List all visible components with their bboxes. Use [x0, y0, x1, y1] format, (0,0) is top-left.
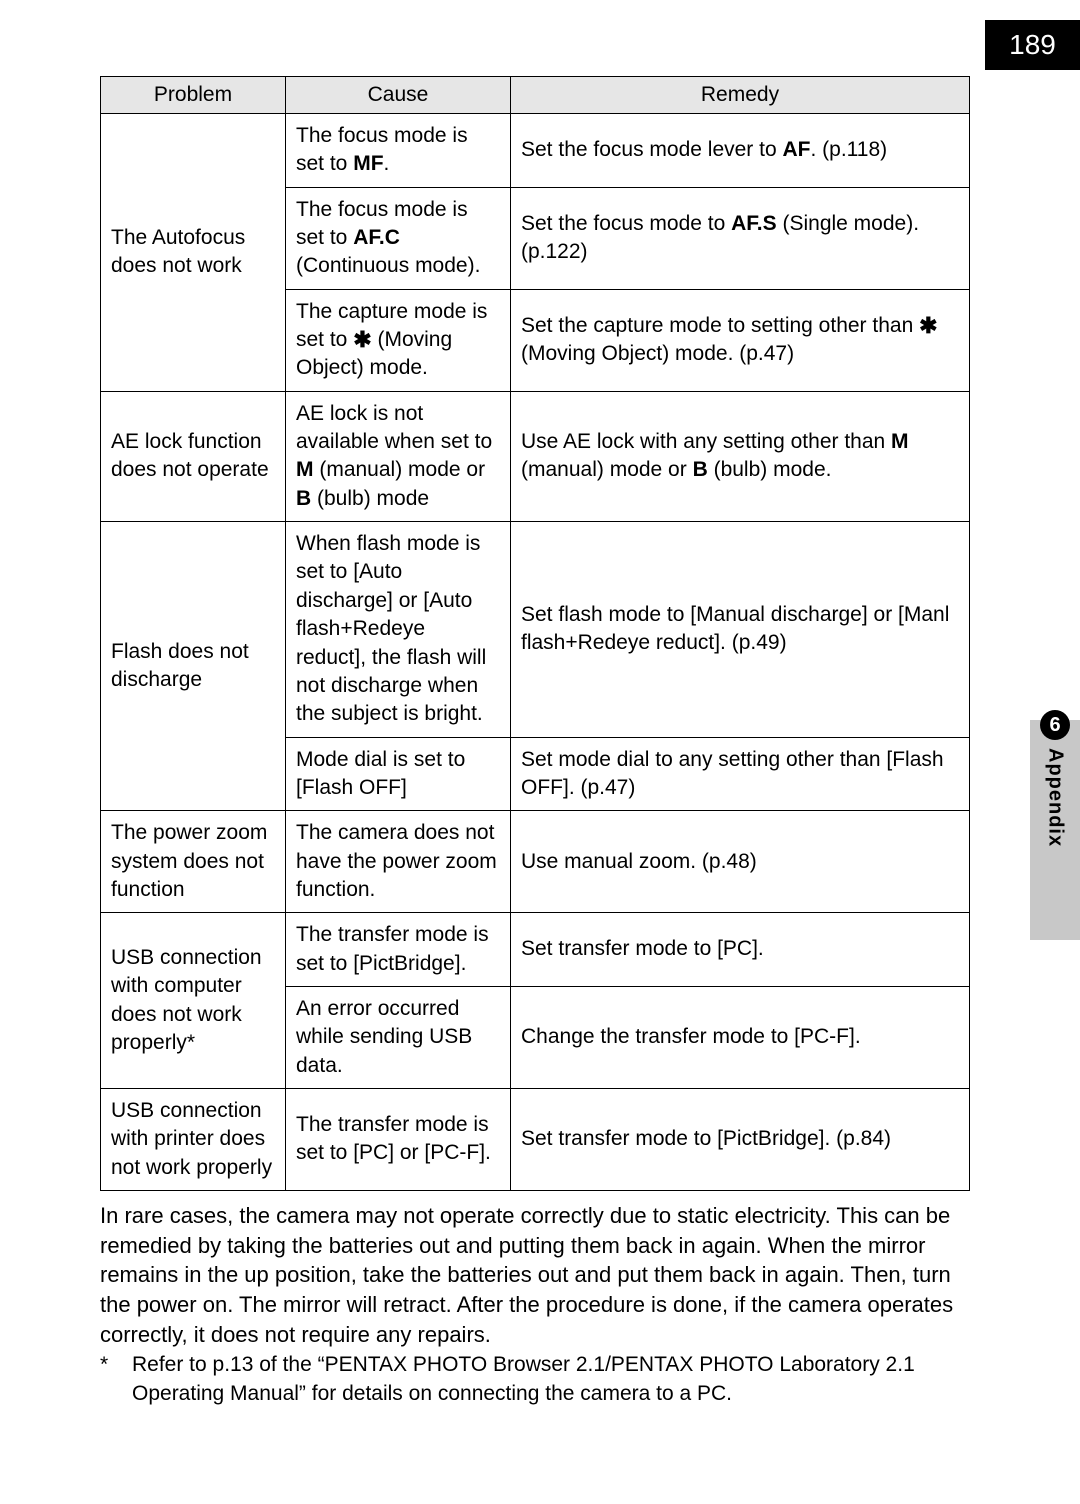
th-cause: Cause — [286, 77, 511, 114]
cell-cause: The transfer mode is set to [PictBridge]… — [286, 913, 511, 987]
cell-remedy: Set transfer mode to [PC]. — [511, 913, 970, 987]
cell-problem: USB connection with printer does not wor… — [101, 1088, 286, 1190]
cell-cause: The camera does not have the power zoom … — [286, 811, 511, 913]
cell-cause: When flash mode is set to [Auto discharg… — [286, 522, 511, 737]
section-number-circle: 6 — [1040, 710, 1070, 740]
cell-problem: Flash does not discharge — [101, 522, 286, 811]
moving-object-icon: ✱ — [919, 315, 937, 337]
side-tab: 6 Appendix — [1030, 720, 1080, 940]
cell-remedy: Set flash mode to [Manual discharge] or … — [511, 522, 970, 737]
cell-remedy: Set the capture mode to setting other th… — [511, 289, 970, 391]
th-problem: Problem — [101, 77, 286, 114]
cell-cause: The focus mode is set to AF.C (Continuou… — [286, 187, 511, 289]
cell-problem: AE lock function does not operate — [101, 391, 286, 521]
cell-cause: The focus mode is set to MF. — [286, 114, 511, 188]
cell-cause: Mode dial is set to [Flash OFF] — [286, 737, 511, 811]
table-row: The power zoom system does not function … — [101, 811, 970, 913]
footnote: * Refer to p.13 of the “PENTAX PHOTO Bro… — [100, 1351, 970, 1408]
cell-problem: The Autofocus does not work — [101, 114, 286, 392]
footnote-text: Refer to p.13 of the “PENTAX PHOTO Brows… — [132, 1351, 970, 1408]
page-number: 189 — [1009, 29, 1056, 61]
th-remedy: Remedy — [511, 77, 970, 114]
cell-problem: USB connection with computer does not wo… — [101, 913, 286, 1089]
table-row: USB connection with printer does not wor… — [101, 1088, 970, 1190]
cell-cause: The capture mode is set to ✱ (Moving Obj… — [286, 289, 511, 391]
cell-cause: An error occurred while sending USB data… — [286, 986, 511, 1088]
table-row: AE lock function does not operate AE loc… — [101, 391, 970, 521]
cell-cause: AE lock is not available when set to M (… — [286, 391, 511, 521]
cell-remedy: Use manual zoom. (p.48) — [511, 811, 970, 913]
cell-problem: The power zoom system does not function — [101, 811, 286, 913]
page-number-badge: 189 — [985, 20, 1080, 70]
body-paragraph: In rare cases, the camera may not operat… — [100, 1201, 970, 1349]
table-row: The Autofocus does not work The focus mo… — [101, 114, 970, 188]
cell-cause: The transfer mode is set to [PC] or [PC-… — [286, 1088, 511, 1190]
table-row: Flash does not discharge When flash mode… — [101, 522, 970, 737]
cell-remedy: Use AE lock with any setting other than … — [511, 391, 970, 521]
moving-object-icon: ✱ — [353, 329, 371, 351]
cell-remedy: Change the transfer mode to [PC-F]. — [511, 986, 970, 1088]
section-number: 6 — [1049, 714, 1060, 737]
troubleshoot-table: Problem Cause Remedy The Autofocus does … — [100, 76, 970, 1191]
cell-remedy: Set transfer mode to [PictBridge]. (p.84… — [511, 1088, 970, 1190]
table-row: USB connection with computer does not wo… — [101, 913, 970, 987]
cell-remedy: Set the focus mode to AF.S (Single mode)… — [511, 187, 970, 289]
section-label: Appendix — [1044, 748, 1067, 847]
cell-remedy: Set the focus mode lever to AF. (p.118) — [511, 114, 970, 188]
footnote-mark: * — [100, 1351, 132, 1408]
page-content: Problem Cause Remedy The Autofocus does … — [100, 76, 970, 1408]
cell-remedy: Set mode dial to any setting other than … — [511, 737, 970, 811]
table-header-row: Problem Cause Remedy — [101, 77, 970, 114]
